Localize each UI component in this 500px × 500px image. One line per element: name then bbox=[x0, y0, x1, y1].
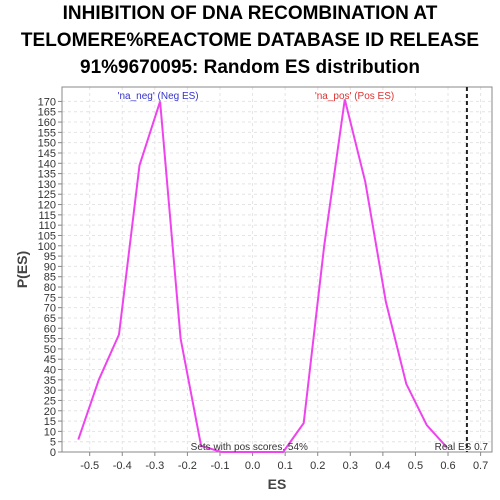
y-tick-label: 140 bbox=[38, 158, 56, 170]
y-tick-label: 65 bbox=[44, 313, 56, 325]
y-axis-ticks: 0510152025303540455055606570758085909510… bbox=[38, 96, 62, 459]
x-tick-label: -0.5 bbox=[80, 460, 99, 472]
y-tick-label: 60 bbox=[44, 323, 56, 335]
y-tick-label: 115 bbox=[38, 210, 56, 222]
grid-lines bbox=[62, 87, 492, 453]
y-tick-label: 20 bbox=[44, 406, 56, 418]
y-tick-label: 75 bbox=[44, 292, 56, 304]
y-tick-label: 95 bbox=[44, 251, 56, 263]
x-tick-label: 0.4 bbox=[375, 460, 390, 472]
y-tick-label: 25 bbox=[44, 395, 56, 407]
y-tick-label: 0 bbox=[50, 447, 56, 459]
y-tick-label: 120 bbox=[38, 200, 56, 212]
x-tick-label: 0.2 bbox=[310, 460, 325, 472]
pos-es-label: 'na_pos' (Pos ES) bbox=[315, 91, 394, 102]
x-axis-ticks: -0.5 -0.4 -0.3 -0.2 -0.1 0.0 0.1 0.2 0.3 0.4 0.5 0.… bbox=[80, 452, 488, 472]
es-distribution-line bbox=[77, 99, 449, 453]
y-tick-label: 100 bbox=[38, 241, 56, 253]
x-tick-label: -0.1 bbox=[211, 460, 230, 472]
y-tick-label: 30 bbox=[44, 385, 56, 397]
y-tick-label: 110 bbox=[38, 220, 56, 232]
y-tick-label: 145 bbox=[38, 148, 56, 160]
y-tick-label: 130 bbox=[38, 179, 56, 191]
real-es-label: Real ES 0.7 bbox=[435, 442, 489, 453]
y-tick-label: 150 bbox=[38, 138, 56, 150]
x-tick-label: 0.7 bbox=[473, 460, 488, 472]
y-tick-label: 90 bbox=[44, 261, 56, 273]
y-tick-label: 105 bbox=[38, 230, 56, 242]
x-tick-label: 0.0 bbox=[245, 460, 260, 472]
y-tick-label: 5 bbox=[50, 437, 56, 449]
y-tick-label: 35 bbox=[44, 375, 56, 387]
chart-title-line-3: 91%9670095: Random ES distribution bbox=[80, 57, 420, 78]
neg-es-label: 'na_neg' (Neg ES) bbox=[118, 91, 199, 102]
y-tick-label: 70 bbox=[44, 303, 56, 315]
x-tick-label: -0.4 bbox=[113, 460, 132, 472]
y-tick-label: 80 bbox=[44, 282, 56, 294]
x-tick-label: 0.6 bbox=[440, 460, 455, 472]
y-tick-label: 10 bbox=[44, 426, 56, 438]
x-tick-label: 0.3 bbox=[343, 460, 358, 472]
y-tick-label: 15 bbox=[44, 416, 56, 428]
y-tick-label: 85 bbox=[44, 272, 56, 284]
x-tick-label: -0.2 bbox=[178, 460, 197, 472]
y-tick-label: 170 bbox=[38, 96, 56, 108]
y-tick-label: 125 bbox=[38, 189, 56, 201]
y-tick-label: 165 bbox=[38, 107, 56, 119]
x-tick-label: 0.5 bbox=[408, 460, 423, 472]
chart-title-line-2: TELOMERE%REACTOME DATABASE ID RELEASE bbox=[20, 30, 480, 51]
chart-title-line-1: INHIBITION OF DNA RECOMBINATION AT bbox=[62, 3, 438, 24]
y-tick-label: 50 bbox=[44, 344, 56, 356]
x-tick-label: -0.3 bbox=[145, 460, 164, 472]
x-axis-title: ES bbox=[268, 476, 287, 492]
y-axis-title: P(ES) bbox=[14, 251, 30, 288]
y-tick-label: 135 bbox=[38, 169, 56, 181]
y-tick-label: 55 bbox=[44, 334, 56, 346]
y-tick-label: 45 bbox=[44, 354, 56, 366]
y-tick-label: 155 bbox=[38, 127, 56, 139]
y-tick-label: 40 bbox=[44, 365, 56, 377]
y-tick-label: 160 bbox=[38, 117, 56, 129]
x-tick-label: 0.1 bbox=[277, 460, 292, 472]
sets-pos-scores-note: Sets with pos scores: 54% bbox=[191, 442, 308, 453]
